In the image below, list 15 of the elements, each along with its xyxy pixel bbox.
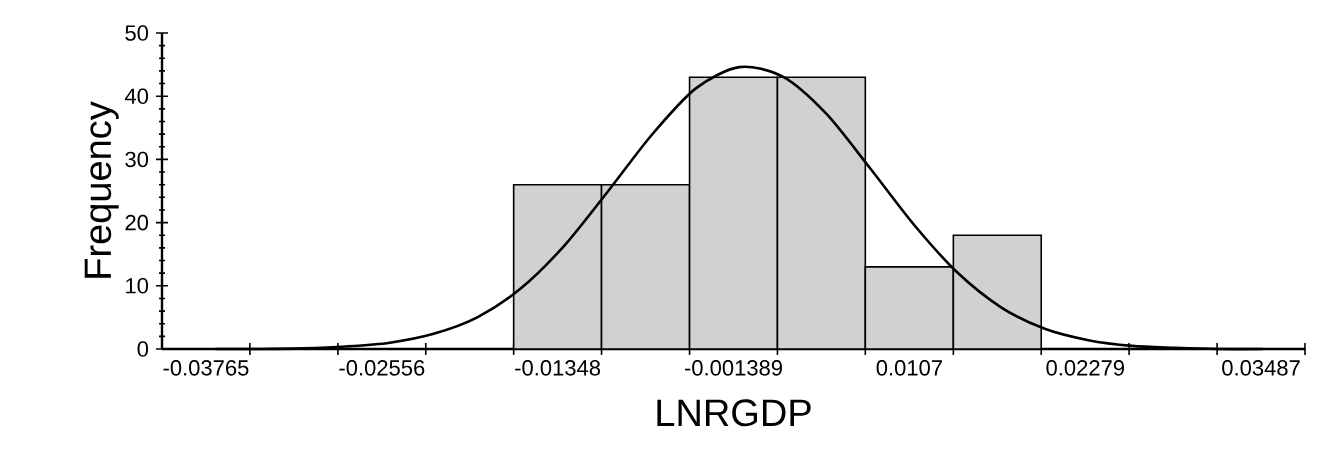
- x-tick-label: -0.02556: [339, 360, 425, 376]
- x-tick-label: -0.001389: [684, 360, 782, 376]
- x-tick-label: 0.0107: [876, 360, 942, 376]
- y-tick-label: 10: [126, 278, 149, 294]
- x-axis-title: LNRGDP: [657, 399, 811, 427]
- y-axis-title: Frequency: [84, 101, 119, 278]
- y-tick-label: 20: [125, 214, 149, 231]
- y-tick-label: 30: [125, 151, 149, 168]
- y-tick-label: 50: [125, 25, 149, 41]
- x-tick-label: 0.03487: [1222, 360, 1300, 376]
- x-tick-label: -0.01348: [515, 360, 601, 376]
- x-tick-label: -0.03765: [163, 360, 249, 376]
- y-tick-label: 0: [137, 341, 149, 357]
- y-tick-label: 40: [124, 88, 149, 104]
- x-tick-label: 0.02279: [1046, 360, 1125, 376]
